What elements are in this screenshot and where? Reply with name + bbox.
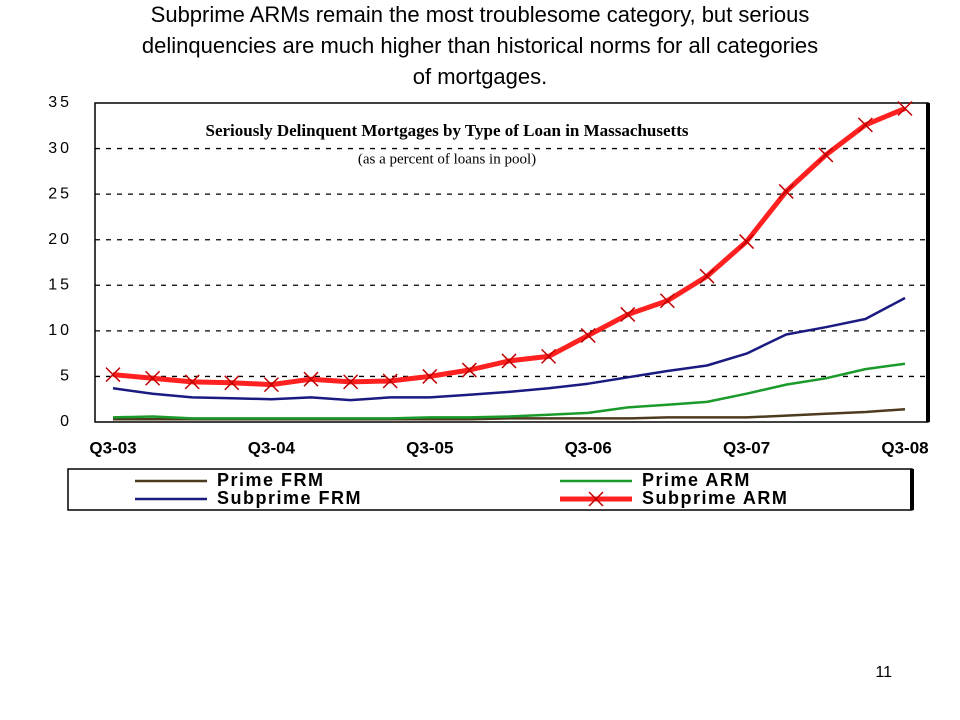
legend-label: Subprime FRM bbox=[217, 488, 362, 508]
marker bbox=[739, 234, 755, 250]
x-tick-label: Q3-07 bbox=[723, 438, 770, 457]
marker bbox=[184, 374, 200, 390]
marker bbox=[343, 374, 359, 390]
marker bbox=[818, 147, 834, 163]
series-line bbox=[112, 362, 906, 420]
page-number: 11 bbox=[875, 664, 892, 681]
marker bbox=[857, 117, 873, 133]
y-tick-label: 15 bbox=[48, 277, 72, 294]
y-tick-label: 5 bbox=[60, 368, 72, 385]
slide-title: of mortgages. bbox=[413, 64, 548, 89]
x-tick-label: Q3-04 bbox=[248, 438, 296, 457]
legend-label: Prime ARM bbox=[642, 470, 751, 490]
slide-title: Subprime ARMs remain the most troublesom… bbox=[151, 2, 810, 27]
marker bbox=[699, 268, 715, 284]
legend-label: Prime FRM bbox=[217, 470, 325, 490]
series-line bbox=[112, 106, 906, 388]
marker bbox=[659, 293, 675, 309]
marker bbox=[263, 377, 279, 393]
y-tick-label: 20 bbox=[48, 231, 72, 248]
y-tick-label: 35 bbox=[48, 94, 72, 111]
chart-title: Seriously Delinquent Mortgages by Type o… bbox=[206, 121, 689, 140]
chart-subtitle: (as a percent of loans in pool) bbox=[358, 151, 536, 167]
series-line bbox=[112, 296, 906, 402]
x-tick-label: Q3-03 bbox=[89, 438, 136, 457]
marker bbox=[382, 373, 398, 389]
marker bbox=[224, 375, 240, 391]
marker bbox=[897, 100, 913, 116]
slide-title: delinquencies are much higher than histo… bbox=[142, 33, 818, 58]
marker bbox=[461, 362, 477, 378]
y-tick-label: 10 bbox=[48, 322, 72, 339]
marker bbox=[303, 371, 319, 387]
legend-label: Subprime ARM bbox=[642, 488, 788, 508]
marker bbox=[501, 353, 517, 369]
marker bbox=[105, 367, 121, 383]
x-tick-label: Q3-05 bbox=[406, 438, 453, 457]
marker bbox=[620, 306, 636, 322]
legend-marker bbox=[588, 491, 604, 507]
marker bbox=[541, 348, 557, 364]
y-tick-label: 30 bbox=[48, 140, 72, 157]
marker bbox=[778, 183, 794, 199]
x-tick-label: Q3-08 bbox=[881, 438, 928, 457]
y-tick-label: 0 bbox=[60, 413, 72, 430]
marker bbox=[580, 327, 596, 343]
marker bbox=[422, 368, 438, 384]
y-tick-label: 25 bbox=[48, 185, 72, 202]
marker bbox=[145, 370, 161, 386]
x-tick-label: Q3-06 bbox=[565, 438, 612, 457]
